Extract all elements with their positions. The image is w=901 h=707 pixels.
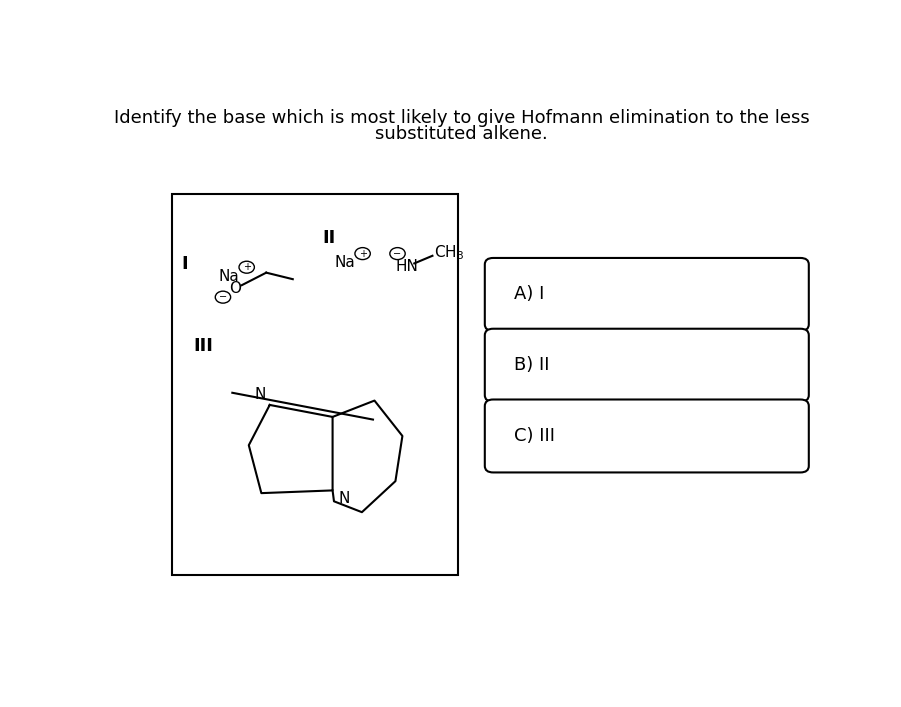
FancyBboxPatch shape [485, 329, 809, 402]
FancyBboxPatch shape [485, 399, 809, 472]
Text: I: I [181, 255, 187, 274]
Text: −: − [219, 292, 227, 302]
Text: B) II: B) II [514, 356, 550, 374]
Text: HN: HN [396, 259, 418, 274]
FancyBboxPatch shape [172, 194, 459, 575]
Text: N: N [338, 491, 350, 506]
Text: +: + [359, 249, 367, 259]
Text: A) I: A) I [514, 286, 544, 303]
Text: +: + [242, 262, 250, 272]
Text: Identify the base which is most likely to give Hofmann elimination to the less: Identify the base which is most likely t… [114, 108, 810, 127]
Text: CH$_3$: CH$_3$ [434, 243, 464, 262]
Text: −: − [394, 249, 402, 259]
Text: N: N [255, 387, 267, 402]
Text: III: III [193, 337, 213, 355]
Text: C) III: C) III [514, 427, 555, 445]
Text: O: O [229, 281, 241, 296]
Text: Na: Na [219, 269, 240, 284]
Text: II: II [323, 229, 335, 247]
Text: substituted alkene.: substituted alkene. [376, 125, 548, 143]
Text: Na: Na [334, 255, 355, 270]
FancyBboxPatch shape [485, 258, 809, 331]
